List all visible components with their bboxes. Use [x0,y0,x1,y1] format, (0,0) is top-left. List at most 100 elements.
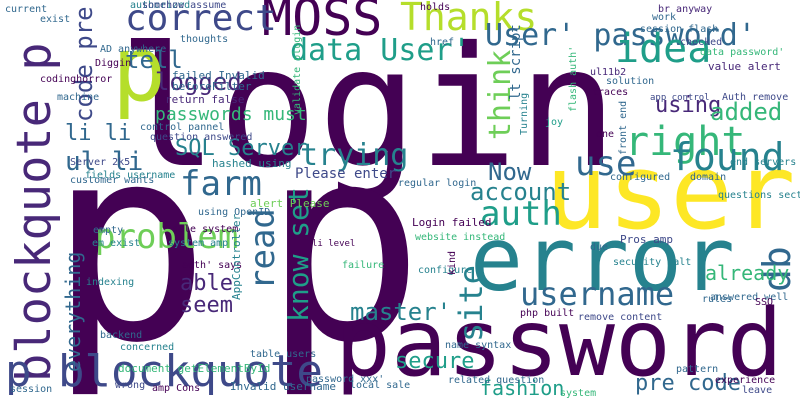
word: Invalid username [230,380,336,393]
word: able [180,271,233,296]
word: MOSS [262,0,382,47]
word: php built [520,308,574,319]
word: correct [125,0,277,39]
word: problem [95,217,238,257]
word: p [112,17,166,122]
word: secure [395,349,474,374]
word: checked [680,37,722,48]
word: Server 2k5 [70,157,130,168]
word: Turning [519,93,530,135]
word: added [710,98,782,126]
word: machine [57,92,99,103]
word: website instead [415,232,505,243]
word: login [118,12,618,205]
word: br anyway [658,4,712,15]
word: thoughts [180,34,228,45]
word: local sale [350,380,410,391]
word: question answered [150,132,252,143]
word: codinghorror [40,74,112,85]
word: somehow assume [142,0,226,11]
word: farm [180,164,262,204]
word: joy [545,117,563,128]
word: current [5,4,47,15]
word: auth [480,194,562,234]
word: beforeFilter [172,80,252,93]
word: regular login [398,178,476,189]
word: remove content [578,312,662,323]
word: one [596,129,614,140]
word: flash auth' [568,46,579,112]
word: Diggin [95,58,131,69]
word: em exist [92,238,140,249]
word: experience [715,375,775,386]
word: security salt [613,257,691,268]
word: p [48,87,211,400]
word: SQL Server [175,136,307,161]
word: blockquote p [7,42,62,382]
word: ul11b2 [590,67,626,78]
word: site [452,265,490,342]
word: Now [488,158,532,186]
word: p blockquote [5,346,323,397]
word: authorized [130,0,190,11]
word: master' [350,298,451,326]
word: kind [447,251,458,275]
word: failure [342,260,384,271]
word: pattern [676,364,718,375]
word: pre code [635,371,741,396]
word: data password' [700,47,784,58]
word: system [560,388,596,399]
word: hashed using [212,157,291,170]
word: password xxx' [306,374,384,385]
word: fields username [85,170,175,181]
word: account [470,178,571,206]
word: value alert [708,60,781,73]
word: work [652,12,676,23]
word: Pros amp [620,233,673,246]
word: sale system [172,224,238,235]
word: Thanks [400,0,537,39]
word: user [545,131,795,253]
word: username [520,275,674,313]
word: amp Cons [152,383,200,394]
word: holds [420,2,450,13]
word: idea [615,26,711,72]
word: session flash [640,24,718,35]
word: Auth remove [722,92,788,103]
word: think [483,50,518,140]
word: solution [606,76,654,87]
word: wrong [115,380,145,391]
word: ul li [65,147,143,177]
word: li level [312,239,355,249]
word: failed Invalid [172,69,265,82]
word: read [243,208,283,290]
word: related question [448,375,544,386]
word: fashion [480,376,564,400]
word: table users [250,349,316,360]
word: return false [165,93,244,106]
word: Please enter [295,166,396,182]
word: backend [100,330,142,341]
word: lt script [508,24,524,100]
word: everything [61,252,85,372]
word: customer wants [70,175,154,186]
word: indexing [86,277,134,288]
word: end servers [730,157,796,168]
word: seem [180,293,233,318]
word: exist [40,14,70,25]
word: document getElementById [118,362,270,375]
word: password [335,289,783,397]
word: use [575,144,636,184]
word: domain [690,172,726,183]
word: p [262,87,425,400]
word: AppController [230,214,243,300]
word: logged [155,68,242,96]
word: Login failed [412,216,491,229]
word: using [655,93,721,118]
word: traces [592,87,628,98]
word: leave [742,385,772,396]
word: configure [418,265,472,276]
word: already [705,261,789,285]
word: alert Please [250,197,329,210]
